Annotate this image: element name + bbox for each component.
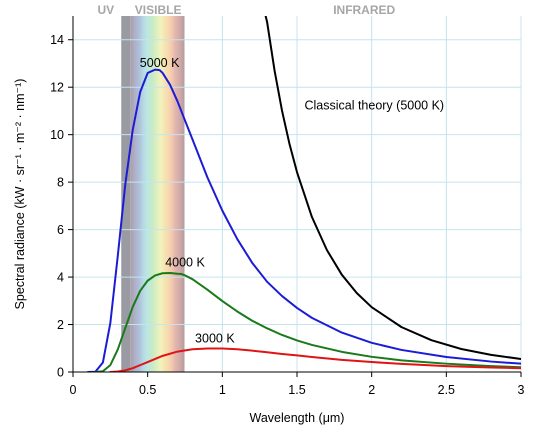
visible-spectrum-fade [130, 16, 185, 372]
x-tick-label: 2 [368, 383, 375, 397]
grid-layer [73, 16, 522, 372]
x-tick-label: 1.5 [288, 383, 305, 397]
x-axis-title: Wavelength (μm) [250, 411, 345, 425]
x-tick-label: 2.5 [438, 383, 455, 397]
y-tick-label: 8 [57, 176, 64, 190]
x-tick-label: 0.5 [139, 383, 156, 397]
x-tick-label: 3 [518, 383, 525, 397]
y-tick-label: 10 [50, 128, 64, 142]
curve-annotation: Classical theory (5000 K) [304, 99, 444, 113]
y-axis-title: Spectral radiance (kW · sr⁻¹ · m⁻² · nm⁻… [13, 79, 27, 310]
series-line-3000-k [109, 347, 521, 372]
y-tick-label: 6 [57, 223, 64, 237]
y-tick-label: 0 [57, 366, 64, 380]
y-tick-label: 12 [50, 81, 64, 95]
curve-annotation: 5000 K [140, 56, 180, 70]
band-label-visible: VISIBLE [135, 3, 182, 17]
visible-band-layer [121, 16, 185, 372]
x-tick-label: 0 [70, 383, 77, 397]
curve-annotation: 3000 K [195, 331, 235, 345]
series-line-4000-k [94, 272, 521, 372]
x-tick-label: 1 [219, 383, 226, 397]
y-tick-label: 14 [50, 33, 64, 47]
series-line-classical-theory-5000-k [264, 16, 521, 360]
curve-annotation: 4000 K [165, 255, 205, 269]
y-tick-label: 2 [57, 318, 64, 332]
series-layer [86, 16, 521, 372]
uv-edge-shade [121, 16, 131, 372]
series-line-5000-k [86, 68, 521, 372]
axes-layer: 0 0.5 1 1.5 2 2.5 3 0 2 4 6 8 10 12 14 [50, 16, 525, 397]
label-layer: UV VISIBLE INFRARED 5000 K 4000 K 3000 K Class… [98, 3, 445, 345]
y-tick-label: 4 [57, 271, 64, 285]
band-label-infrared: INFRARED [333, 3, 395, 17]
band-label-uv: UV [98, 3, 115, 17]
